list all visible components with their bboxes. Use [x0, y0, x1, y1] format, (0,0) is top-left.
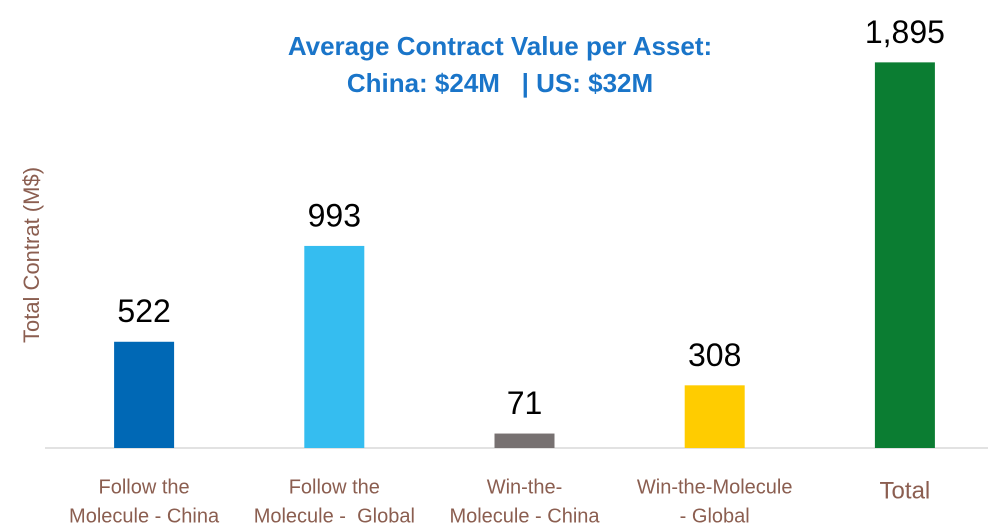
bar [304, 245, 365, 448]
x-tick-label: Follow the [289, 476, 380, 498]
y-axis-label: Total Contrat (M$) [19, 167, 44, 343]
x-tick-label: Molecule - China [69, 505, 220, 527]
x-tick-label: - Global [680, 505, 750, 527]
bar [494, 433, 555, 448]
x-tick-label: Total [880, 477, 931, 504]
value-label: 993 [308, 197, 361, 233]
value-label: 71 [507, 385, 543, 421]
value-label: 1,895 [865, 14, 945, 50]
x-tick-label: Molecule - China [449, 505, 600, 527]
value-label: 522 [117, 293, 170, 329]
x-tick-label: Win-the- [487, 476, 563, 498]
bar [114, 341, 175, 448]
x-tick-label: Win-the-Molecule [637, 476, 793, 498]
value-label: 308 [688, 337, 741, 373]
bar [684, 385, 745, 448]
x-tick-label: Follow the [99, 476, 190, 498]
x-tick-label: Molecule - Global [254, 505, 415, 527]
subtitle: Average Contract Value per Asset: [288, 31, 712, 61]
subtitle: China: $24M | US: $32M [347, 68, 653, 98]
bar [874, 62, 935, 449]
